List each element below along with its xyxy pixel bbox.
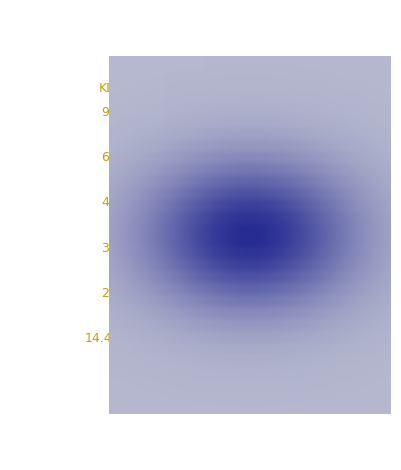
Text: 45: 45 <box>101 196 117 210</box>
Text: 31: 31 <box>101 242 117 255</box>
Text: R: R <box>247 391 257 406</box>
Text: 14.4: 14.4 <box>85 332 112 345</box>
Text: M: M <box>158 391 172 406</box>
Text: KDa: KDa <box>98 82 124 95</box>
Text: 66: 66 <box>101 151 117 164</box>
Text: 98: 98 <box>101 106 117 119</box>
Text: 20: 20 <box>101 287 117 300</box>
Text: N: N <box>315 391 326 406</box>
